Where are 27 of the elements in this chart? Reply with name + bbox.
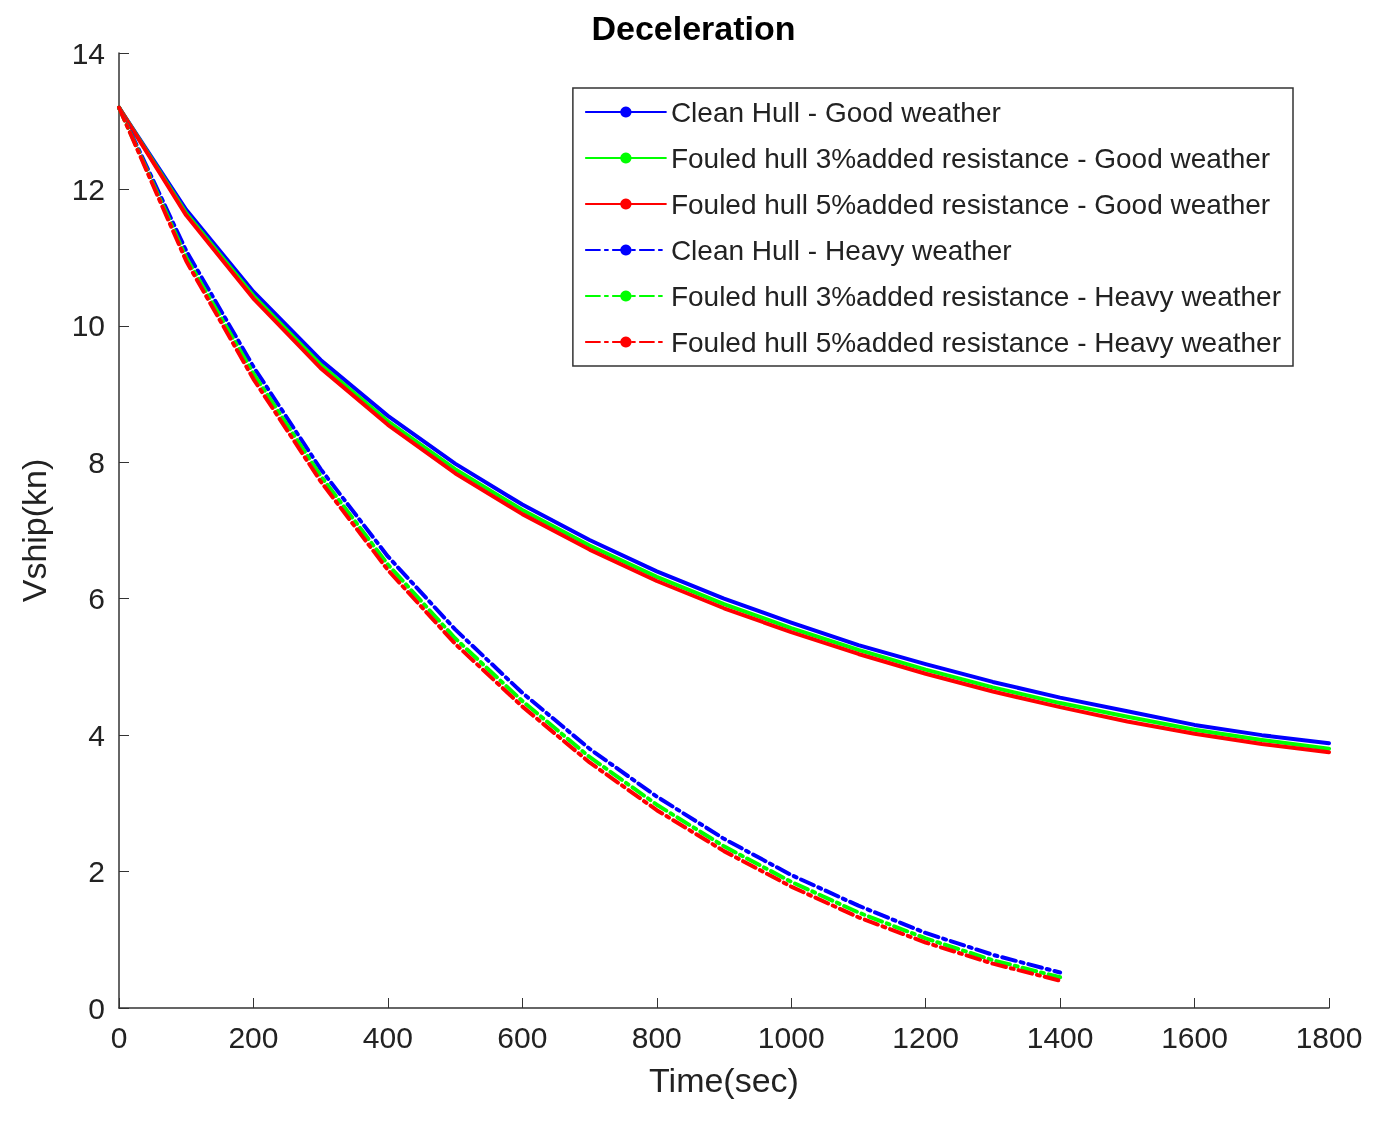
x-tick-label: 600 [497, 1020, 548, 1054]
legend-label: Fouled hull 5%added resistance - Good weather [670, 188, 1271, 220]
chart-title: Deceleration [591, 9, 796, 47]
x-axis-title: Time(sec) [649, 1061, 799, 1099]
y-tick-label: 0 [88, 991, 105, 1025]
y-tick-label: 10 [71, 309, 105, 343]
x-tick-label: 400 [362, 1020, 413, 1054]
y-tick-label: 2 [88, 855, 105, 889]
x-tick-label: 1400 [1026, 1020, 1094, 1054]
x-tick-label: 800 [631, 1020, 682, 1054]
y-tick-label: 6 [88, 582, 105, 616]
y-axis-title: Vship(kn) [15, 458, 53, 603]
x-tick-label: 0 [110, 1020, 128, 1054]
x-tick-label: 1200 [892, 1020, 960, 1054]
y-tick-label: 4 [88, 718, 105, 752]
x-tick-label: 1800 [1295, 1020, 1363, 1054]
y-tick-label: 12 [71, 172, 105, 206]
y-tick-label: 8 [88, 445, 105, 479]
y-tick-label: 14 [71, 36, 105, 70]
legend-label: Fouled hull 3%added resistance - Good weather [670, 142, 1271, 174]
x-tick-label: 1000 [757, 1020, 825, 1054]
legend-label: Fouled hull 5%added resistance - Heavy weather [670, 326, 1281, 358]
legend-label: Fouled hull 3%added resistance - Heavy weather [670, 280, 1281, 312]
x-tick-label: 1600 [1161, 1020, 1228, 1054]
x-tick-label: 200 [228, 1020, 279, 1054]
legend-label: Clean Hull - Heavy weather [670, 234, 1012, 266]
legend-label: Clean Hull - Good weather [670, 96, 1001, 128]
